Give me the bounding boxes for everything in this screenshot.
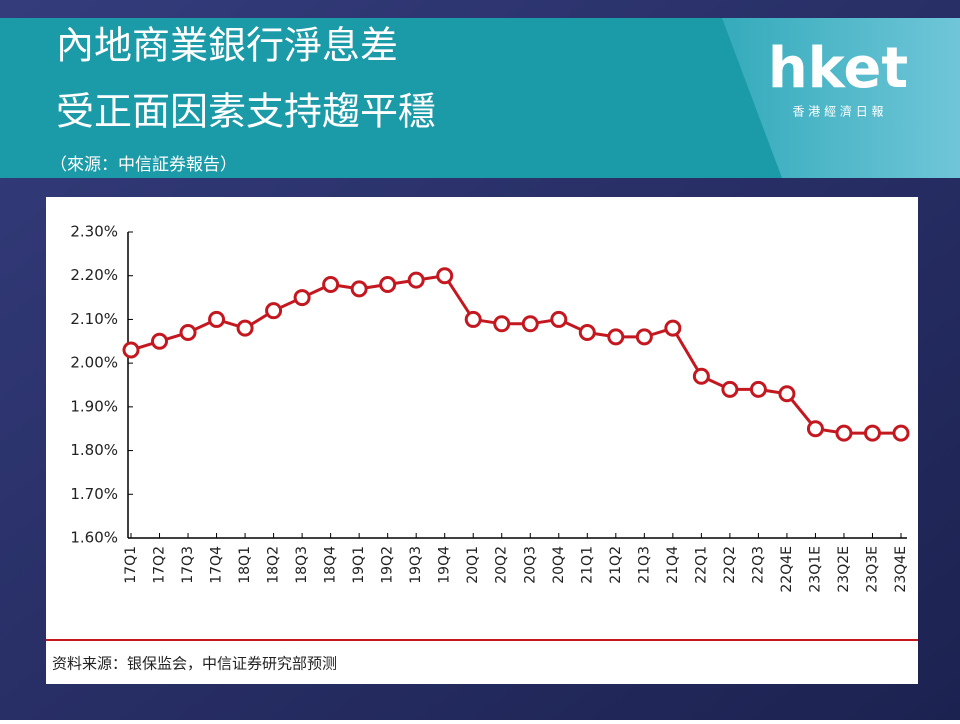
x-tick-label: 18Q2 [266,546,282,584]
x-tick-label: 23Q1E [807,546,823,593]
data-point [607,328,625,346]
data-point [122,341,140,359]
y-tick-label: 1.90% [70,397,118,415]
data-point [835,424,853,442]
x-tick-label: 20Q4 [551,546,567,584]
x-tick-label: 21Q4 [665,546,681,584]
chart-panel [46,197,918,684]
data-point [265,302,283,320]
x-tick-label: 22Q4E [779,546,795,593]
x-tick-label: 22Q3 [750,546,766,584]
x-tick-label: 18Q4 [323,546,339,584]
x-tick-label: 23Q4E [893,546,909,593]
x-tick-label: 18Q1 [237,546,253,584]
title-line: 受正面因素支持趨平穩 [56,90,436,134]
x-tick-label: 22Q1 [693,546,709,584]
x-tick-label: 23Q3E [864,546,880,593]
line-series [130,274,901,435]
x-tick-label: 19Q1 [351,546,367,584]
y-tick-label: 2.20% [70,266,118,284]
y-tick-label: 1.80% [70,441,118,459]
data-point [407,271,425,289]
title-banner [0,18,782,178]
data-point [806,420,824,438]
data-point [464,310,482,328]
x-tick-label: 19Q2 [380,546,396,584]
data-point [350,280,368,298]
x-tick-label: 22Q2 [722,546,738,584]
x-tick-label: 17Q2 [152,546,168,584]
x-tick-label: 21Q3 [636,546,652,584]
data-point [151,332,169,350]
y-tick-label: 2.00% [70,354,118,372]
data-point [493,315,511,333]
data-point [322,275,340,293]
data-point [293,289,311,307]
x-tick-label: 23Q2E [836,546,852,593]
x-tick-label: 21Q1 [579,546,595,584]
chart-source: 资料来源：银保监会，中信证券研究部预测 [52,655,337,673]
data-point [208,310,226,328]
x-tick-label: 18Q3 [294,546,310,584]
data-point [721,380,739,398]
x-tick-label: 20Q3 [522,546,538,584]
data-point [664,319,682,337]
y-tick-label: 2.30% [70,223,118,241]
data-point [436,267,454,285]
data-point [863,424,881,442]
data-point [179,324,197,342]
data-point [778,385,796,403]
data-point [521,315,539,333]
subtitle: （來源：中信証券報告） [50,155,237,175]
x-tick-label: 19Q3 [408,546,424,584]
plot: 1.60% 1.70% 1.80% 1.90% 2.00% 2.10% 2.20% 2.30%… [70,223,910,593]
data-point [379,275,397,293]
y-tick-label: 2.10% [70,310,118,328]
title-line: 內地商業銀行淨息差 [56,24,398,68]
data-point [749,380,767,398]
data-point [550,310,568,328]
x-tick-label: 20Q2 [494,546,510,584]
x-tick-label: 19Q4 [437,546,453,584]
x-tick-label: 17Q3 [180,546,196,584]
y-tick-label: 1.60% [70,529,118,547]
data-point [236,319,254,337]
logo-subtext: 香 港 經 濟 日 報 [792,104,883,119]
x-tick-label: 17Q4 [209,546,225,584]
x-tick-label: 17Q1 [123,546,139,584]
data-point [635,328,653,346]
logo-text: hket [768,36,908,101]
x-tick-label: 21Q2 [608,546,624,584]
x-tick-label: 20Q1 [465,546,481,584]
data-point [692,367,710,385]
data-point [578,324,596,342]
y-tick-label: 1.70% [70,485,118,503]
data-point [892,424,910,442]
